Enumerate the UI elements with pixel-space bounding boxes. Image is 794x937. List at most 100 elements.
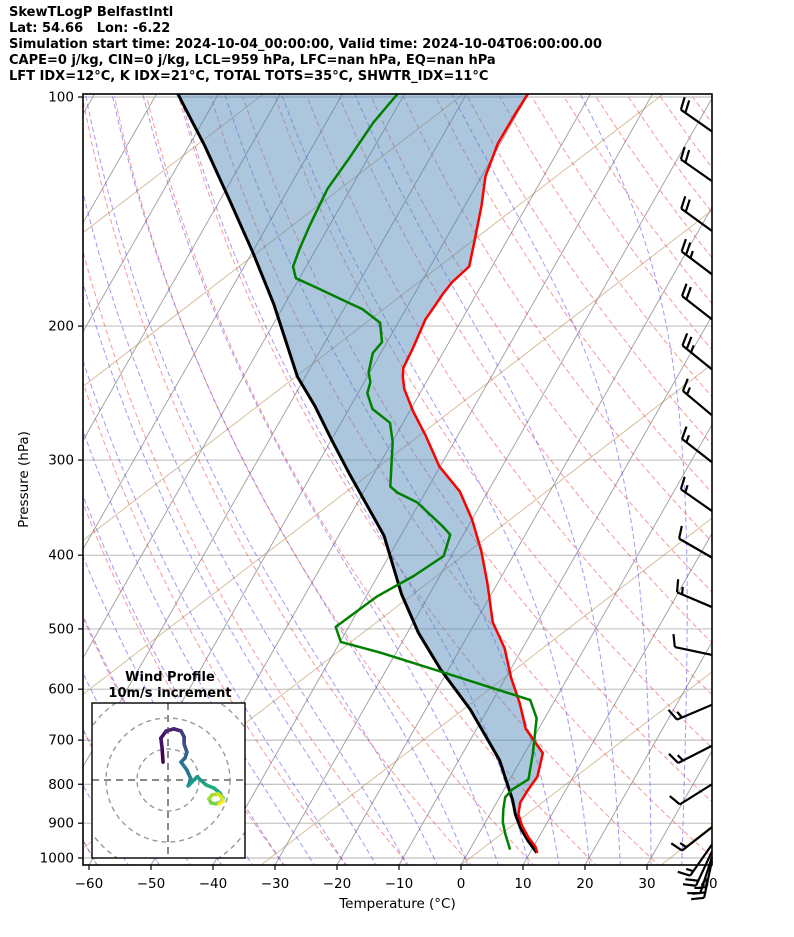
wind-barb-half-tick	[676, 754, 684, 762]
wind-barb-full-tick	[672, 634, 676, 648]
wind-barb	[680, 195, 713, 232]
wind-barb-full-tick	[679, 96, 686, 111]
wind-barb-staff	[681, 826, 713, 852]
dry-adiabat-line	[83, 249, 410, 865]
tan-reference-line	[83, 94, 264, 234]
wind-barb-staff	[676, 703, 713, 721]
plot-frame	[82, 93, 713, 866]
figure-title: SkewTLogP BelfastIntl	[9, 5, 174, 20]
wind-barb-staff	[674, 645, 713, 657]
wind-barb-half-tick	[698, 885, 707, 889]
dry-adiabat-line	[114, 96, 535, 865]
isotherm-line	[522, 532, 712, 865]
wind-barb	[678, 525, 713, 559]
dry-adiabat-line	[403, 96, 712, 543]
wind-barb	[675, 579, 713, 609]
tan-reference-line	[83, 94, 464, 388]
wind-barb	[669, 783, 713, 806]
wind-barb-half-tick	[680, 586, 684, 595]
dry-adiabat-line	[83, 501, 285, 865]
wind-barb	[679, 476, 713, 512]
x-tick-label: 0	[457, 876, 466, 892]
x-tick-label: 20	[576, 876, 593, 892]
wind-barb-staff	[677, 744, 713, 764]
dry-adiabat-line	[725, 97, 794, 873]
wind-barb-full-tick	[670, 842, 683, 852]
hodograph-trace-segment	[186, 775, 199, 788]
x-tick-label: −10	[385, 876, 414, 892]
wind-barb-full-tick	[667, 709, 678, 721]
x-tick-label: −60	[75, 876, 104, 892]
moist-adiabat-line	[451, 94, 652, 865]
wind-barb-half-tick	[689, 345, 695, 353]
moist-adiabat-line	[83, 494, 285, 865]
isotherm-line	[336, 206, 712, 865]
dewpoint-curve	[291, 94, 538, 850]
wind-barb	[681, 332, 713, 371]
wind-barb-full-tick	[669, 795, 681, 806]
wind-barb-staff	[681, 344, 713, 371]
wind-barb-staff	[703, 860, 714, 899]
wind-barb-full-tick	[691, 896, 705, 901]
temperature-curve	[401, 94, 545, 854]
y-tick-label: 1000	[40, 851, 74, 867]
wind-barb	[680, 238, 713, 276]
wind-barb-full-tick	[681, 378, 689, 392]
plot-area	[83, 94, 794, 873]
hodograph-title: Wind Profile	[125, 670, 215, 685]
tan-reference-line	[83, 94, 664, 542]
dry-adiabat-line	[83, 97, 472, 865]
isotherm-line	[274, 97, 712, 865]
wind-barb	[681, 426, 713, 464]
y-tick-label: 900	[48, 816, 74, 832]
wind-barb	[679, 146, 713, 183]
wind-barb	[681, 378, 713, 417]
wind-barb-staff	[680, 158, 713, 183]
isotherm-line	[212, 94, 653, 865]
wind-barb	[668, 744, 713, 764]
wind-barb-full-tick	[685, 878, 699, 882]
wind-barb-full-tick	[668, 753, 679, 764]
wind-barb-full-tick	[692, 891, 706, 895]
y-tick-label: 800	[48, 777, 74, 793]
dry-adiabat-line	[210, 96, 712, 858]
wind-barb-staff	[680, 207, 713, 232]
hodograph-trace-segment	[195, 775, 208, 787]
wind-barb-full-tick	[680, 238, 687, 252]
wind-barb	[682, 850, 713, 887]
wind-barb-staff	[681, 295, 713, 321]
y-tick-label: 600	[48, 682, 74, 698]
wind-barb-staff	[680, 488, 713, 512]
moist-adiabat-line	[224, 94, 560, 865]
wind-barb	[670, 826, 713, 852]
dry-adiabat-line	[83, 380, 348, 865]
figure-header: SkewTLogP BelfastIntl Lat: 54.66 Lon: -6…	[9, 5, 602, 85]
moist-adiabat-line	[111, 94, 469, 865]
dry-adiabat-line	[178, 96, 660, 865]
isotherm-line	[708, 858, 712, 865]
wind-barb-half-tick	[685, 434, 690, 443]
isotherm-line	[83, 94, 281, 442]
isotherm-line	[584, 641, 712, 865]
x-tick-label: −20	[323, 876, 352, 892]
isotherm-line	[646, 750, 712, 865]
wind-barb-staff	[680, 108, 713, 133]
figure-indices: LFT IDX=12°C, K IDX=21°C, TOTAL TOTS=35°…	[9, 69, 489, 84]
isotherm-line	[83, 94, 405, 659]
wind-barb	[672, 634, 713, 657]
wind-barb-staff	[678, 537, 713, 559]
moist-adiabat-line	[83, 190, 408, 865]
parcel-curve	[176, 94, 539, 854]
x-tick-label: 10	[514, 876, 531, 892]
x-tick-label: −50	[137, 876, 166, 892]
wind-barb	[677, 843, 713, 877]
y-tick-label: 100	[48, 90, 74, 106]
wind-barb-staff	[680, 250, 713, 276]
hodograph-trace-segment	[160, 746, 165, 764]
wind-barb-full-tick	[684, 149, 691, 163]
wind-barb-full-tick	[685, 242, 692, 256]
dry-adiabat-line	[435, 96, 712, 494]
y-tick-label: 700	[48, 733, 74, 749]
